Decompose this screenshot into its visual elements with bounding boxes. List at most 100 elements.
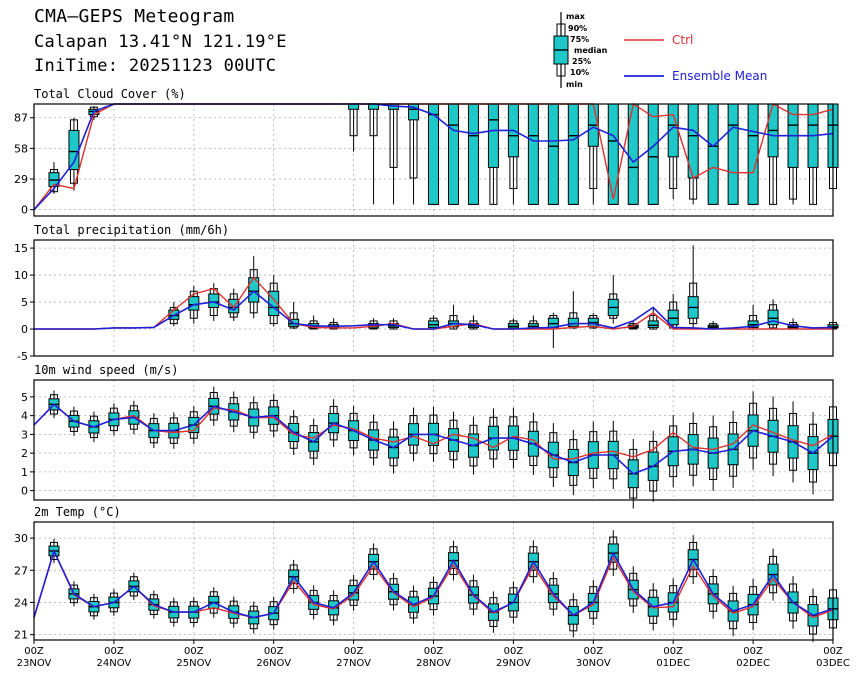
legend-box-p90-label: 90%: [568, 24, 588, 33]
box-iqr: [208, 293, 220, 308]
box-cloud-cover: [727, 103, 739, 205]
x-tick-label-hour: 00Z: [504, 646, 524, 657]
y-tick-label-wind-speed: 5: [21, 391, 28, 404]
y-tick-label-precip: -5: [17, 350, 28, 363]
box-iqr: [68, 129, 80, 171]
mean-line-wind-speed: [33, 403, 834, 475]
legend-box-max-label: max: [566, 12, 585, 21]
x-tick-label-hour: 00Z: [344, 646, 364, 657]
box-iqr: [487, 103, 499, 168]
box-precip: [787, 318, 799, 330]
box-iqr: [607, 103, 619, 205]
x-tick-label-date: 23NOV: [17, 658, 52, 669]
legend-mean-label: Ensemble Mean: [672, 69, 768, 83]
x-tick-label-hour: 00Z: [104, 646, 124, 657]
box-cloud-cover: [667, 103, 679, 200]
init-time: IniTime: 20251123 00UTC: [34, 56, 277, 76]
box-iqr: [647, 320, 659, 328]
station-location: Calapan 13.41°N 121.19°E: [34, 32, 287, 52]
box-iqr: [527, 103, 539, 205]
y-tick-label-cloud-cover: 29: [14, 173, 28, 186]
y-tick-label-wind-speed: 1: [21, 466, 28, 479]
box-cloud-cover: [428, 103, 439, 205]
x-tick-label-date: 24NOV: [97, 658, 132, 669]
y-tick-label-temp: 27: [14, 564, 28, 577]
box-precip: [687, 245, 699, 330]
box-cloud-cover: [507, 103, 519, 205]
box-cloud-cover: [388, 103, 400, 205]
x-tick-label-date: 03DEC: [816, 658, 850, 669]
box-cloud-cover: [707, 103, 719, 205]
box-cloud-cover: [527, 103, 539, 205]
box-cloud-cover: [767, 103, 779, 205]
legend-ctrl-label: Ctrl: [672, 33, 694, 47]
box-iqr: [727, 103, 739, 205]
box-precip: [647, 307, 659, 330]
box-cloud-cover: [647, 103, 659, 205]
box-precip: [228, 288, 240, 321]
box-precip: [248, 256, 260, 319]
box-precip: [507, 318, 519, 330]
box-cloud-cover: [687, 103, 699, 205]
box-iqr: [428, 103, 439, 205]
panel-title-wind-speed: 10m wind speed (m/s): [34, 363, 179, 377]
y-tick-label-cloud-cover: 87: [14, 112, 28, 125]
box-cloud-cover: [467, 103, 479, 205]
panel-title-precip: Total precipitation (mm/6h): [34, 223, 229, 237]
box-cloud-cover: [547, 103, 559, 205]
box-iqr: [707, 103, 719, 205]
x-tick-label-hour: 00Z: [264, 646, 284, 657]
box-precip: [428, 315, 439, 330]
box-iqr: [188, 296, 200, 311]
y-tick-label-wind-speed: 3: [21, 428, 28, 441]
box-iqr: [667, 309, 679, 326]
legend-box-p25-label: 25%: [572, 57, 592, 66]
box-cloud-cover: [607, 103, 619, 205]
box-cloud-cover: [348, 103, 360, 152]
panel-frame-wind-speed: [33, 379, 834, 501]
box-iqr: [467, 103, 479, 205]
box-iqr: [567, 317, 579, 327]
y-tick-label-precip: 5: [21, 296, 28, 309]
y-tick-label-temp: 21: [14, 629, 28, 642]
box-iqr: [567, 103, 579, 205]
meteogram-title: CMA—GEPS Meteogram: [34, 6, 235, 27]
panel-precip: Total precipitation (mm/6h) -5 0 5 10 15: [14, 223, 839, 363]
y-tick-label-wind-speed: 0: [21, 485, 28, 498]
box-cloud-cover: [747, 103, 759, 205]
box-precip: [707, 320, 719, 330]
box-iqr: [547, 103, 559, 205]
mean-line-precip: [34, 290, 834, 330]
x-tick-label-hour: 00Z: [743, 646, 763, 657]
box-cloud-cover: [567, 103, 579, 205]
x-tick-label-date: 01DEC: [656, 658, 690, 669]
x-tick-label-hour: 00Z: [24, 646, 44, 657]
x-tick-label-date: 28NOV: [416, 658, 451, 669]
y-tick-label-precip: 10: [14, 269, 28, 282]
y-tick-label-precip: 15: [14, 242, 28, 255]
mean-line-temp: [33, 548, 834, 619]
y-tick-label-temp: 24: [14, 596, 28, 609]
box-iqr: [447, 103, 459, 205]
panel-frame-precip: [33, 239, 834, 357]
box-cloud-cover: [447, 103, 459, 205]
box-precip: [268, 275, 280, 327]
panel-frame-cloud-cover: [33, 103, 834, 217]
legend-box-p10-label: 10%: [570, 68, 590, 77]
x-tick-label-hour: 00Z: [424, 646, 444, 657]
box-precip: [607, 275, 619, 324]
panel-temp: 2m Temp (°C) 21 24 27 30: [14, 505, 839, 643]
y-tick-label-cloud-cover: 0: [21, 204, 28, 217]
y-tick-label-temp: 30: [14, 532, 28, 545]
x-tick-label-date: 30NOV: [576, 658, 611, 669]
x-tick-label-hour: 00Z: [663, 646, 683, 657]
x-tick-label-date: 25NOV: [176, 658, 211, 669]
x-tick-label-hour: 00Z: [184, 646, 204, 657]
legend-box-p75-label: 75%: [570, 35, 590, 44]
x-tick-label-date: 29NOV: [496, 658, 531, 669]
box-cloud-cover: [787, 103, 799, 205]
box-precip: [527, 315, 539, 330]
panel-cloud-cover: Total Cloud Cover (%) 0 29 58 87: [14, 87, 839, 217]
ctrl-line-wind-speed: [33, 403, 834, 460]
